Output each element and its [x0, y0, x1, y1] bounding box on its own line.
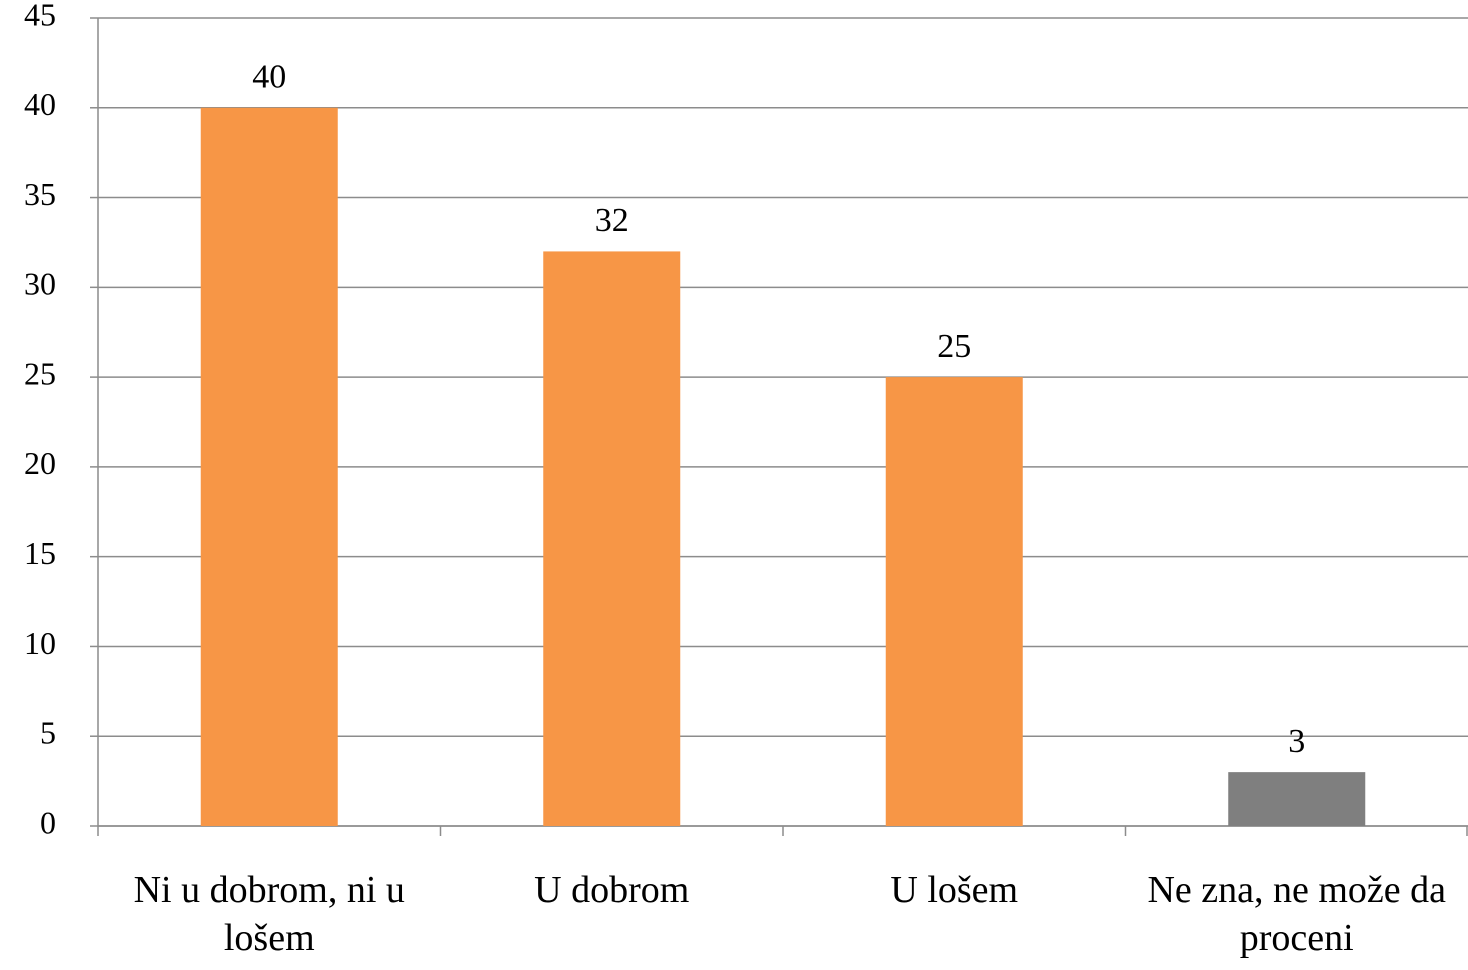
x-tick-label: Ne zna, ne može da proceni: [1147, 869, 1447, 959]
bar: [885, 377, 1023, 826]
data-label: 32: [595, 202, 629, 239]
y-tick-label: 40: [24, 86, 56, 122]
y-tick-label: 15: [24, 535, 56, 571]
bar: [543, 251, 681, 826]
bar: [1228, 772, 1366, 826]
data-label: 3: [1288, 723, 1305, 760]
y-tick-label: 25: [24, 355, 56, 391]
x-tick-label: U lošem: [890, 869, 1019, 911]
y-tick-label: 20: [24, 445, 56, 481]
data-label: 40: [252, 59, 286, 96]
bar: [200, 107, 338, 827]
y-tick-label: 5: [40, 715, 56, 751]
y-tick-label: 45: [24, 0, 56, 32]
y-tick-label: 10: [24, 625, 56, 661]
y-tick-label: 30: [24, 266, 56, 302]
y-tick-label: 35: [24, 176, 56, 212]
y-tick-label: 0: [40, 804, 56, 840]
data-label: 25: [937, 328, 971, 365]
x-tick-label: Ni u dobrom, ni u lošem: [133, 869, 405, 959]
x-tick-label: U dobrom: [534, 869, 690, 911]
